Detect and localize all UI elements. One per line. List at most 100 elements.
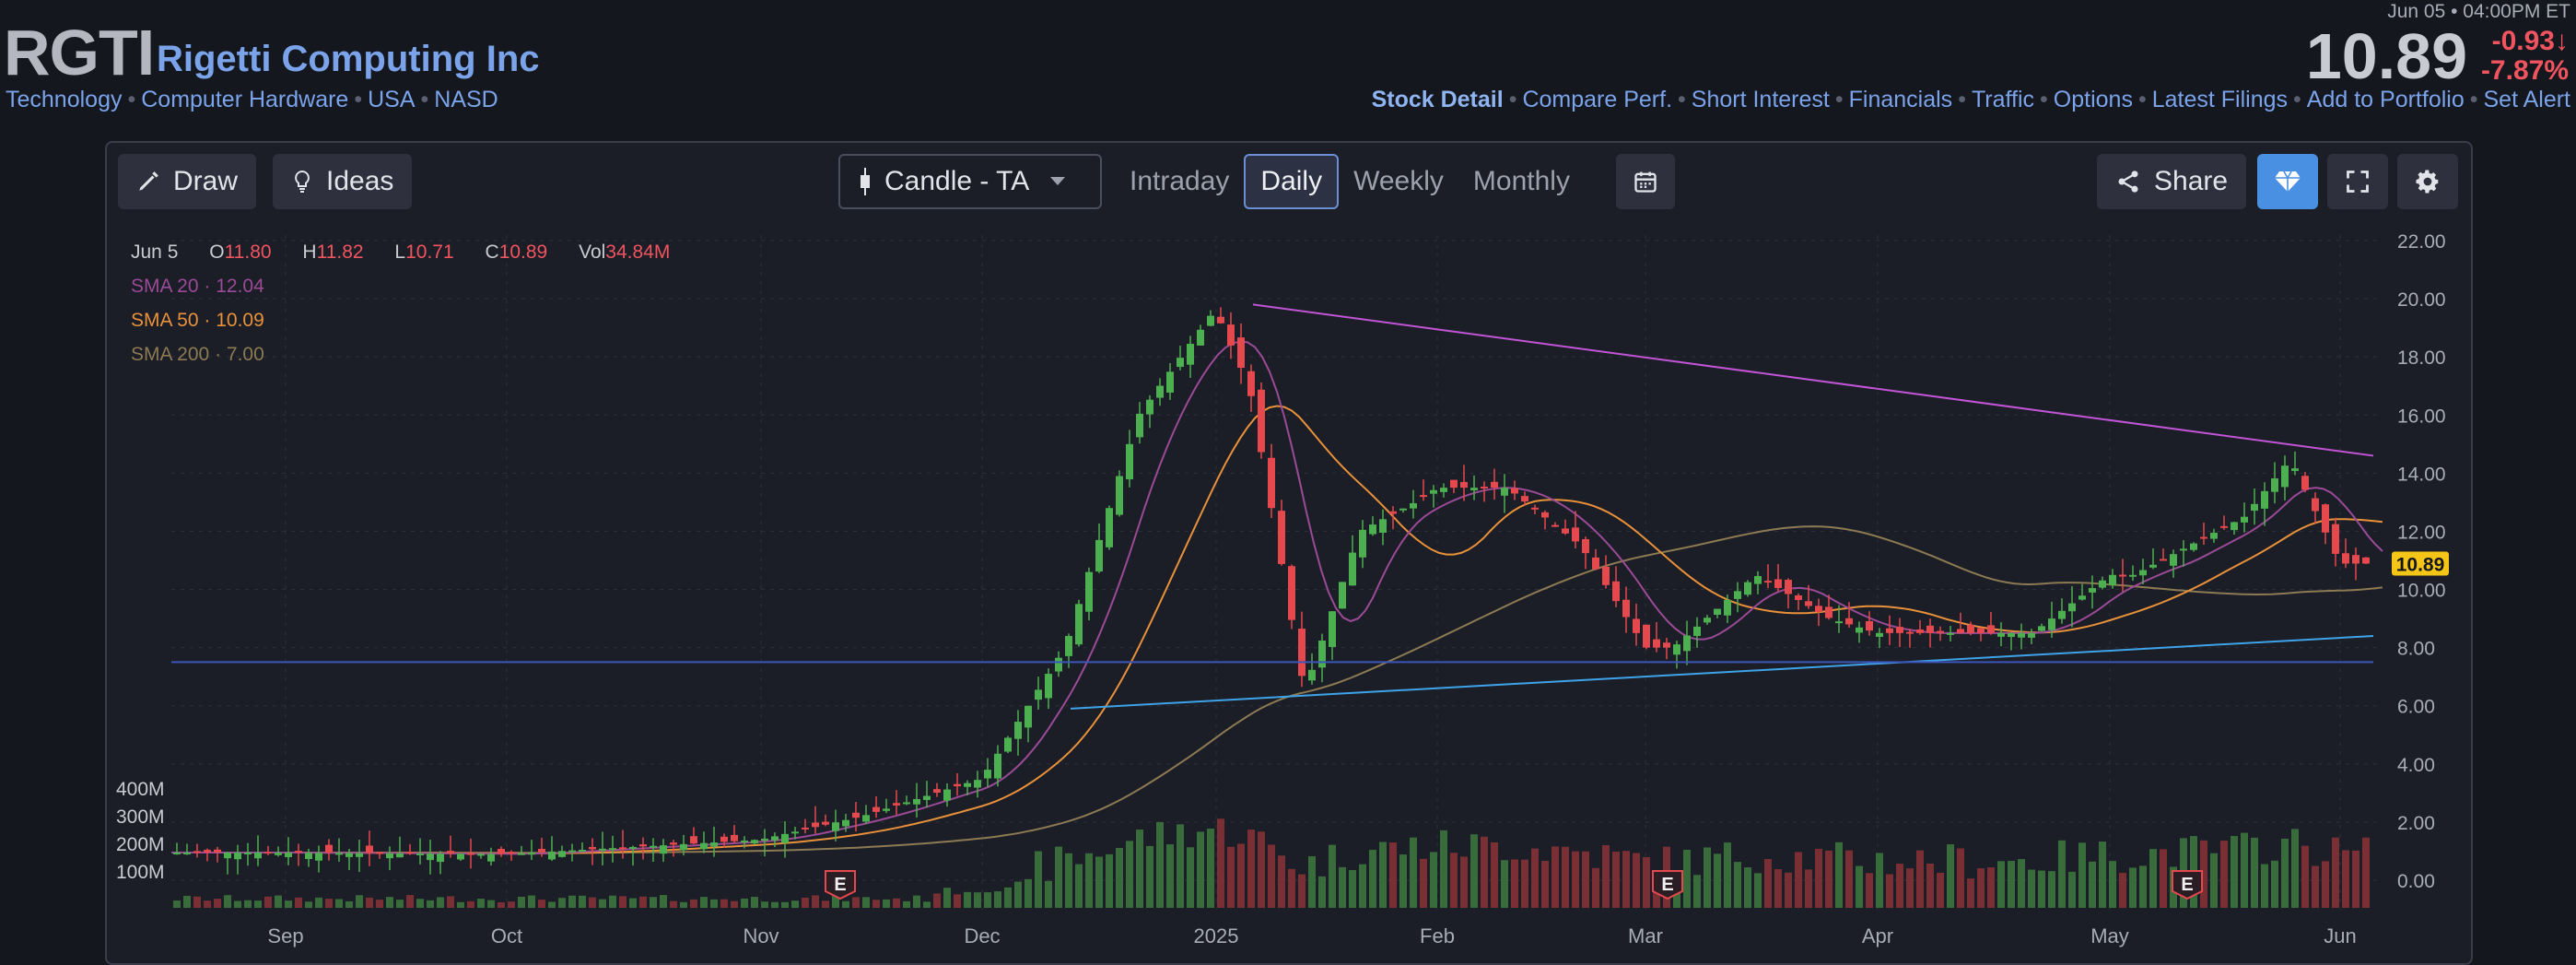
ideas-button[interactable]: Ideas — [273, 154, 413, 209]
candle-body — [2301, 476, 2309, 490]
volume-bar — [427, 900, 434, 908]
volume-bar — [1288, 868, 1295, 908]
tag-exchange[interactable]: NASD — [434, 87, 498, 112]
candle-body — [2048, 618, 2055, 630]
x-tick-label: Jun — [2324, 924, 2356, 947]
volume-bar — [1683, 849, 1691, 908]
candle-body — [1126, 443, 1133, 480]
settings-button[interactable] — [2397, 154, 2458, 209]
candle-body — [1602, 566, 1610, 585]
candle-body — [2200, 536, 2207, 539]
volume-bar — [234, 900, 241, 908]
candle-body — [1835, 621, 1843, 624]
candle-body — [2271, 478, 2278, 492]
company-name[interactable]: Rigetti Computing Inc — [157, 39, 540, 79]
volume-bar — [1967, 878, 1974, 908]
y-tick-label: 12.00 — [2397, 522, 2446, 543]
volume-bar — [345, 900, 353, 908]
volume-bar — [1440, 830, 1447, 908]
tab-monthly[interactable]: Monthly — [1472, 166, 1570, 196]
volume-bar — [1237, 843, 1245, 908]
volume-bar — [1511, 859, 1518, 908]
candle-body — [457, 853, 464, 860]
candle-body — [1886, 628, 1893, 633]
nav-traffic[interactable]: Traffic — [1971, 87, 2035, 112]
volume-bar — [872, 900, 880, 908]
fullscreen-button[interactable] — [2327, 154, 2388, 209]
ohlc-date: Jun 5 — [131, 241, 179, 263]
candle-body — [1430, 489, 1437, 494]
draw-button[interactable]: Draw — [118, 154, 257, 209]
volume-bar — [1551, 846, 1559, 908]
volume-bar — [1106, 853, 1113, 908]
volume-bar — [1025, 878, 1032, 908]
nav-set-alert[interactable]: Set Alert — [2483, 87, 2571, 112]
nav-stock-detail[interactable]: Stock Detail — [1371, 87, 1504, 112]
volume-bar — [1582, 851, 1589, 908]
nav-options[interactable]: Options — [2053, 87, 2133, 112]
timeframe-tabs: Intraday Daily Weekly Monthly — [1115, 154, 1585, 209]
volume-bar — [1095, 856, 1103, 908]
nav-latest-filings[interactable]: Latest Filings — [2151, 87, 2289, 112]
tag-industry[interactable]: Computer Hardware — [141, 87, 349, 112]
volume-bar — [2129, 867, 2137, 908]
tag-sector[interactable]: Technology — [6, 87, 123, 112]
volume-bar — [538, 900, 545, 908]
candle-body — [1896, 627, 1903, 633]
candle-body — [2332, 524, 2339, 554]
candle-body — [589, 846, 596, 850]
volume-bar — [2362, 837, 2370, 908]
volume-bar — [2119, 873, 2126, 908]
volume-bar — [2210, 853, 2218, 908]
candle-body — [731, 834, 738, 841]
candle-body — [2210, 533, 2218, 539]
volume-bar — [2078, 842, 2086, 908]
share-button[interactable]: Share — [2097, 154, 2247, 209]
volume-bar — [275, 895, 282, 908]
tab-intraday[interactable]: Intraday — [1130, 166, 1230, 196]
volume-bar — [2352, 850, 2359, 908]
candle-body — [1491, 481, 1498, 488]
candle-body — [903, 802, 910, 805]
volume-bar — [609, 895, 616, 908]
volume-bar — [518, 896, 525, 908]
volume-bar — [1247, 830, 1255, 908]
tag-country[interactable]: USA — [368, 87, 416, 112]
candle-body — [1349, 552, 1356, 586]
volume-bar — [1633, 853, 1640, 908]
volume-bar — [781, 901, 789, 908]
caret-down-icon — [1050, 177, 1066, 185]
nav-short-interest[interactable]: Short Interest — [1691, 87, 1830, 112]
ohlc-close: C10.89 — [485, 241, 548, 263]
nav-add-to-portfolio[interactable]: Add to Portfolio — [2306, 87, 2465, 112]
volume-bar — [558, 898, 566, 908]
candle-body — [1227, 324, 1235, 346]
volume-bar — [1896, 864, 1903, 908]
volume-bar — [1166, 844, 1174, 908]
candle-body — [518, 853, 525, 855]
volume-bar — [1379, 841, 1387, 908]
tab-weekly[interactable]: Weekly — [1353, 166, 1444, 196]
candle-body — [1845, 618, 1853, 625]
tab-daily[interactable]: Daily — [1244, 154, 1340, 209]
candle-body — [264, 852, 272, 854]
volume-bar — [2291, 829, 2299, 908]
price-chart[interactable]: 22.00 20.00 18.00 16.00 14.00 12.00 10.00 8.00 6… — [107, 143, 2471, 963]
candle-body — [933, 789, 941, 794]
premium-button[interactable] — [2257, 154, 2318, 209]
candle-icon — [861, 168, 870, 195]
chart-type-select[interactable]: Candle - TA — [838, 154, 1102, 209]
candle-body — [1136, 413, 1143, 438]
date-range-button[interactable] — [1616, 154, 1675, 209]
candle-body — [609, 848, 616, 851]
candle-body — [2078, 595, 2086, 600]
nav-financials[interactable]: Financials — [1848, 87, 1953, 112]
candle-body — [1937, 630, 1944, 633]
volume-bar — [1278, 855, 1285, 908]
volume-bar — [2332, 837, 2339, 908]
candle-body — [285, 853, 292, 857]
nav-compare-perf[interactable]: Compare Perf. — [1522, 87, 1673, 112]
candle-body — [2008, 632, 2015, 638]
volume-bar — [660, 895, 667, 908]
candle-body — [244, 853, 252, 855]
